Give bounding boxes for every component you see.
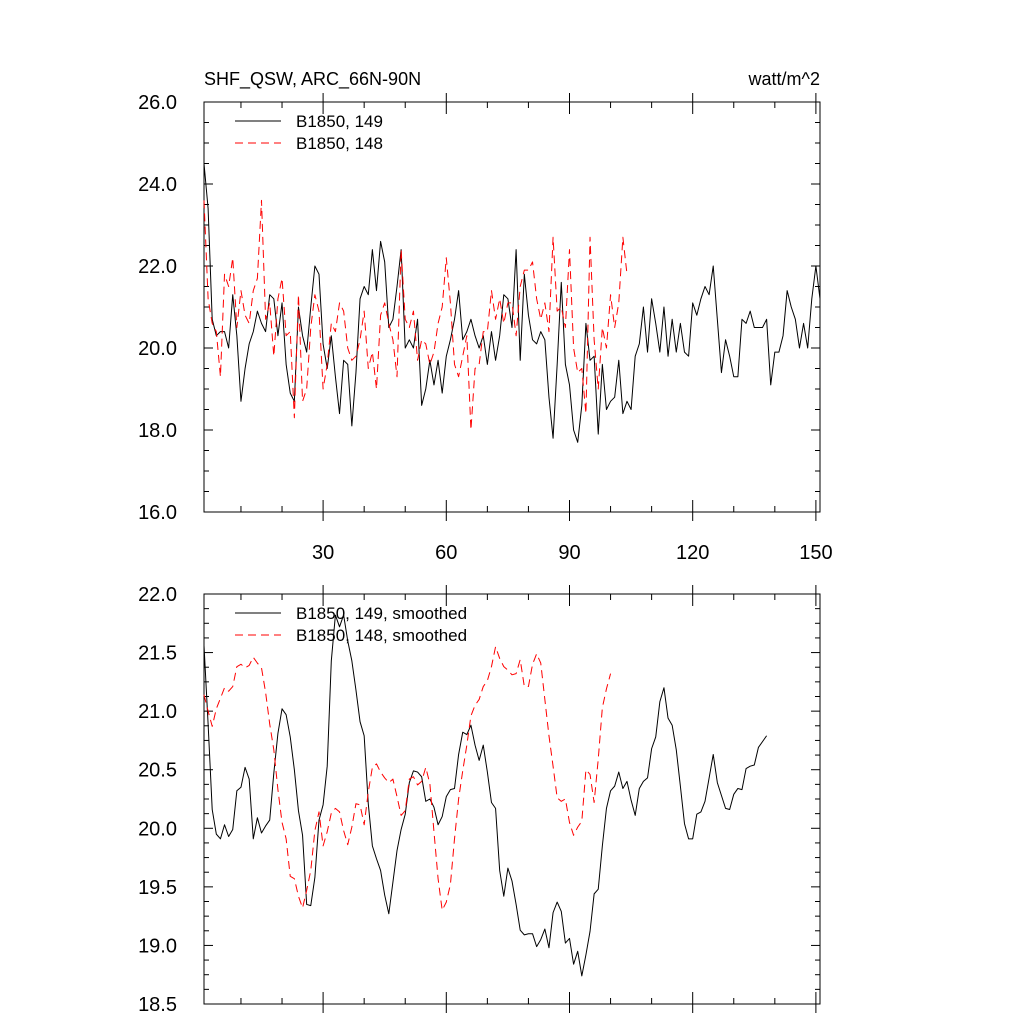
top-ytick-label: 20.0 (138, 338, 177, 360)
bottom-ytick-label: 21.0 (138, 701, 177, 723)
top-ticks: 16.0 18.0 20.0 22.0 24.0 26.0 30 60 90 120 150 (138, 92, 833, 564)
bottom-ticks: 18.5 19.0 19.5 20.0 20.5 21.0 21.5 22.0 (138, 584, 820, 1016)
bottom-series (203, 614, 768, 977)
top-panel: 16.0 18.0 20.0 22.0 24.0 26.0 30 60 90 120 150 SHF… (138, 69, 833, 564)
top-ytick-label: 16.0 (138, 502, 177, 524)
top-xtick-label: 90 (558, 542, 580, 564)
top-ytick-label: 18.0 (138, 420, 177, 442)
bottom-ytick-label: 19.0 (138, 935, 177, 957)
bottom-legend: B1850, 149, smoothed B1850, 148, smoothe… (235, 604, 467, 645)
top-chart-title: SHF_QSW, ARC_66N-90N (204, 69, 421, 90)
top-ytick-label: 26.0 (138, 92, 177, 114)
bottom-ytick-label: 18.5 (138, 994, 177, 1016)
bottom-ytick-label: 20.0 (138, 818, 177, 840)
top-ytick-label: 22.0 (138, 256, 177, 278)
bottom-ytick-label: 21.5 (138, 643, 177, 665)
bottom-legend-label-1: B1850, 149, smoothed (296, 604, 467, 623)
bottom-ytick-label: 19.5 (138, 877, 177, 899)
top-xtick-label: 150 (799, 542, 832, 564)
bottom-panel: 18.5 19.0 19.5 20.0 20.5 21.0 21.5 22.0 B1850, … (138, 584, 821, 1016)
bottom-ytick-label: 20.5 (138, 760, 177, 782)
top-series (203, 163, 821, 443)
top-legend: B1850, 149 B1850, 148 (235, 112, 383, 153)
top-xtick-label: 120 (676, 542, 709, 564)
top-series-line-1 (203, 163, 821, 443)
bottom-ytick-label: 22.0 (138, 584, 177, 606)
top-plot-frame (203, 101, 821, 513)
top-xtick-label: 60 (435, 542, 457, 564)
bottom-series-line-1 (203, 614, 768, 977)
top-ytick-label: 24.0 (138, 174, 177, 196)
top-legend-label-2: B1850, 148 (296, 134, 383, 153)
top-chart-units: watt/m^2 (748, 69, 820, 89)
bottom-plot-frame (203, 593, 821, 1005)
bottom-legend-label-2: B1850, 148, smoothed (296, 626, 467, 645)
top-legend-label-1: B1850, 149 (296, 112, 383, 131)
top-xtick-label: 30 (312, 542, 334, 564)
bottom-series-line-2 (203, 646, 612, 911)
top-series-line-2 (203, 199, 628, 431)
